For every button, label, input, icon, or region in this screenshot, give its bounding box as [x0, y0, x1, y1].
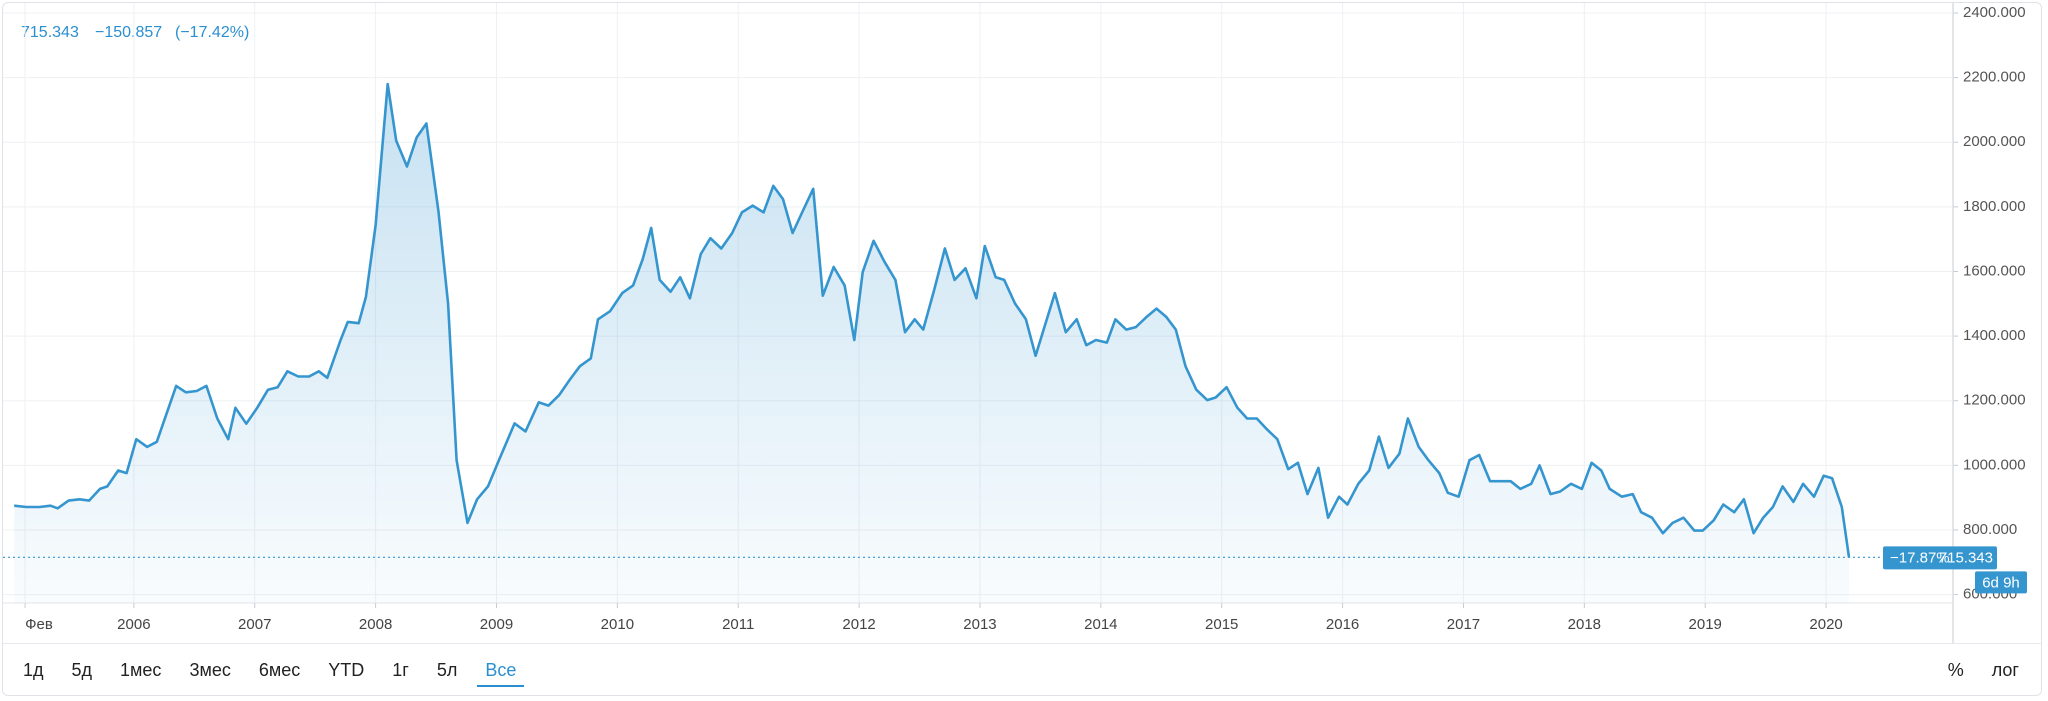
y-tick-label: 800.000	[1963, 521, 2017, 538]
y-tick-label: 1000.000	[1963, 456, 2026, 473]
x-tick-label: 2015	[1205, 616, 1238, 633]
range-button[interactable]: 6мес	[258, 659, 301, 680]
y-tick-label: 1800.000	[1963, 198, 2026, 215]
range-buttons: 1д 5д 1мес 3мес 6мес YTD 1г 5л Все	[3, 654, 525, 687]
y-tick-label: 1200.000	[1963, 392, 2026, 409]
plot	[14, 82, 1851, 603]
x-tick-label: 2012	[842, 616, 875, 633]
countdown-tag	[1975, 571, 2027, 594]
x-tick-label: 2014	[1084, 616, 1117, 633]
toolbar: 1д 5д 1мес 3мес 6мес YTD 1г 5л Все % лог	[3, 643, 2041, 695]
y-tick-label: 2200.000	[1963, 69, 2026, 86]
x-tick-label: 2019	[1689, 616, 1722, 633]
area-fill	[14, 84, 1849, 603]
x-tick-label: 2013	[963, 616, 996, 633]
x-tick-label: 2009	[480, 616, 513, 633]
range-button[interactable]: Все	[477, 654, 525, 687]
chart: 715.343 −150.857 (−17.42%) 600.000800.00…	[3, 3, 2027, 643]
range-button[interactable]: 1мес	[120, 659, 162, 680]
price-line	[14, 82, 1851, 558]
range-button[interactable]: 5л	[436, 659, 458, 680]
range-button[interactable]: YTD	[328, 659, 365, 680]
x-tick-label: 2007	[238, 616, 271, 633]
range-button[interactable]: 1г	[392, 659, 409, 680]
header-price: 715.343	[21, 24, 79, 41]
range-button[interactable]: 1д	[23, 659, 44, 680]
option-button[interactable]: лог	[1991, 659, 2019, 680]
x-tick-label: 2006	[117, 616, 150, 633]
price-tag	[1883, 546, 1997, 570]
y-tick-label: 1600.000	[1963, 262, 2026, 279]
x-tick-label: 2018	[1568, 616, 1601, 633]
x-tick-label: Фев	[25, 616, 53, 633]
header-change-pct: (−17.42%)	[175, 24, 249, 41]
x-tick-label: 2010	[601, 616, 634, 633]
x-tick-label: 2011	[722, 616, 754, 633]
countdown: 6d 9h	[1982, 574, 2020, 591]
y-tick-label: 1400.000	[1963, 327, 2026, 344]
header-change: −150.857	[95, 24, 162, 41]
y-tick-label: 2400.000	[1963, 4, 2026, 21]
range-button[interactable]: 5д	[71, 659, 93, 680]
range-button[interactable]: 3мес	[189, 659, 231, 680]
option-buttons: % лог	[1928, 654, 2027, 687]
option-button[interactable]: %	[1947, 659, 1964, 680]
x-tick-label: 2008	[359, 616, 392, 633]
y-tick-label: 2000.000	[1963, 133, 2026, 150]
price-tag-value: 715.343	[1939, 549, 1993, 566]
x-tick-label: 2017	[1447, 616, 1480, 633]
x-tick-label: 2016	[1326, 616, 1359, 633]
x-tick-label: 2020	[1809, 616, 1842, 633]
price-tag-pct: −17.87%	[1890, 549, 1950, 566]
